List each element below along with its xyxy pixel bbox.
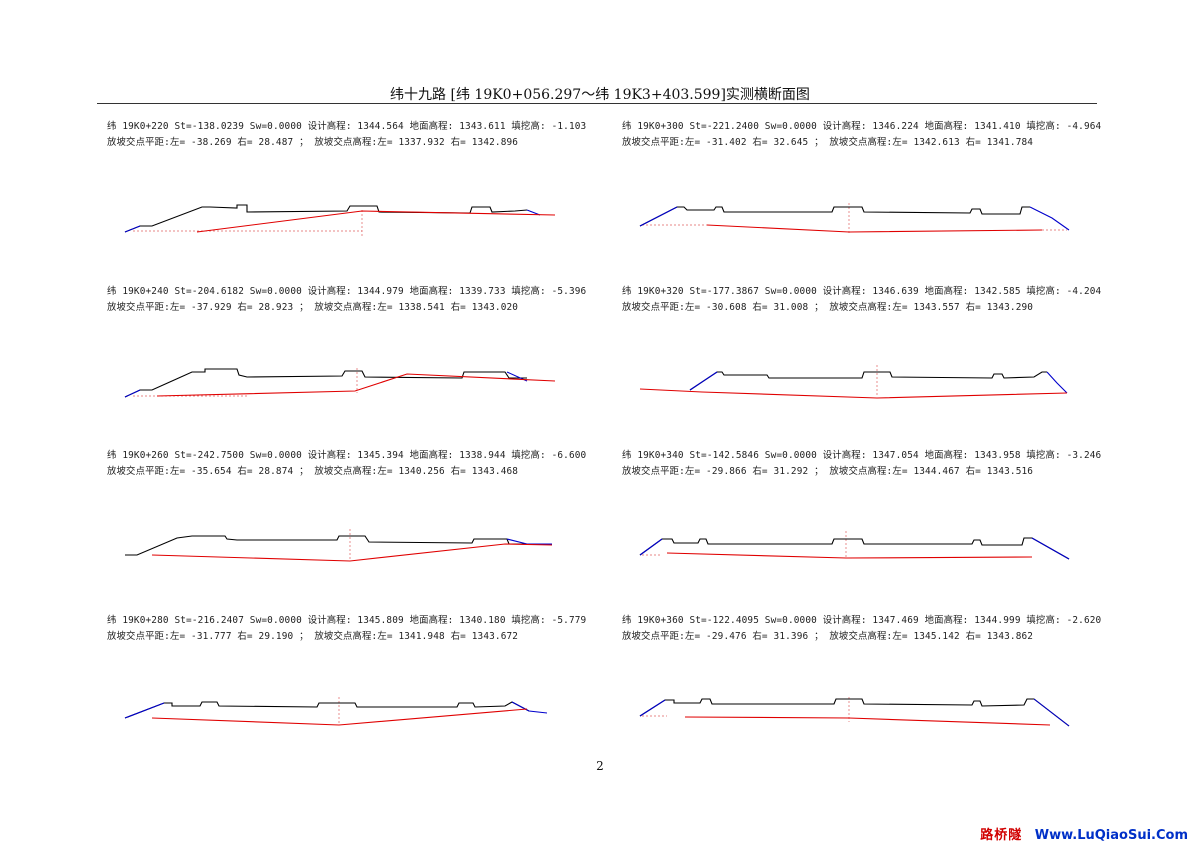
cross-section-k0340: 纬 19K0+340 St=-142.5846 Sw=0.0000 设计高程: … [622,447,1122,612]
section-header-line: 纬 19K0+220 St=-138.0239 Sw=0.0000 设计高程: … [107,121,587,132]
section-header-line: 纬 19K0+240 St=-204.6182 Sw=0.0000 设计高程: … [107,286,587,297]
section-header-line: 纬 19K0+260 St=-242.7500 Sw=0.0000 设计高程: … [107,450,587,461]
section-header-line: 纬 19K0+320 St=-177.3867 Sw=0.0000 设计高程: … [622,286,1102,297]
cross-section-profile [125,529,553,562]
section-slope-line: 放坡交点平距:左= -30.608 右= 31.008 ； 放坡交点高程:左= … [622,302,1034,313]
cross-section-k0300: 纬 19K0+300 St=-221.2400 Sw=0.0000 设计高程: … [622,118,1122,283]
cross-section-k0260: 纬 19K0+260 St=-242.7500 Sw=0.0000 设计高程: … [107,447,607,612]
section-slope-line: 放坡交点平距:左= -37.929 右= 28.923 ； 放坡交点高程:左= … [107,302,519,313]
watermark-chinese: 路桥隧 [980,828,1023,843]
page-title: 纬十九路 [纬 19K0+056.297～纬 19K3+403.599]实测横断… [390,87,810,103]
section-header-line: 纬 19K0+340 St=-142.5846 Sw=0.0000 设计高程: … [622,450,1102,461]
section-header-line: 纬 19K0+300 St=-221.2400 Sw=0.0000 设计高程: … [622,121,1102,132]
watermark-url: Www.LuQiaoSui.Com [1034,828,1188,843]
section-slope-line: 放坡交点平距:左= -31.777 右= 29.190 ； 放坡交点高程:左= … [107,631,519,642]
cross-section-k0220: 纬 19K0+220 St=-138.0239 Sw=0.0000 设计高程: … [107,118,607,283]
site-watermark: 路桥隧 Www.LuQiaoSui.Com [980,824,1188,843]
cross-section-profile [639,365,1068,399]
section-slope-line: 放坡交点平距:左= -35.654 右= 28.874 ； 放坡交点高程:左= … [107,466,519,477]
cross-section-profile [124,368,556,398]
section-slope-line: 放坡交点平距:左= -29.866 右= 31.292 ； 放坡交点高程:左= … [622,466,1034,477]
cross-section-profile [124,204,556,236]
section-slope-line: 放坡交点平距:左= -38.269 右= 28.487 ； 放坡交点高程:左= … [107,137,519,148]
page-number: 2 [596,759,604,773]
cross-section-k0280: 纬 19K0+280 St=-216.2407 Sw=0.0000 设计高程: … [107,612,607,777]
cross-section-profile [639,697,1070,727]
section-slope-line: 放坡交点平距:左= -31.402 右= 32.645 ； 放坡交点高程:左= … [622,137,1034,148]
section-header-line: 纬 19K0+280 St=-216.2407 Sw=0.0000 设计高程: … [107,615,587,626]
section-slope-line: 放坡交点平距:左= -29.476 右= 31.396 ； 放坡交点高程:左= … [622,631,1034,642]
title-underline [97,103,1097,104]
cross-section-k0240: 纬 19K0+240 St=-204.6182 Sw=0.0000 设计高程: … [107,283,607,448]
section-header-line: 纬 19K0+360 St=-122.4095 Sw=0.0000 设计高程: … [622,615,1102,626]
cross-section-k0320: 纬 19K0+320 St=-177.3867 Sw=0.0000 设计高程: … [622,283,1122,448]
cross-section-profile [124,697,548,726]
cross-section-profile [639,531,1070,560]
cross-section-k0360: 纬 19K0+360 St=-122.4095 Sw=0.0000 设计高程: … [622,612,1122,777]
cross-section-profile [639,203,1070,233]
